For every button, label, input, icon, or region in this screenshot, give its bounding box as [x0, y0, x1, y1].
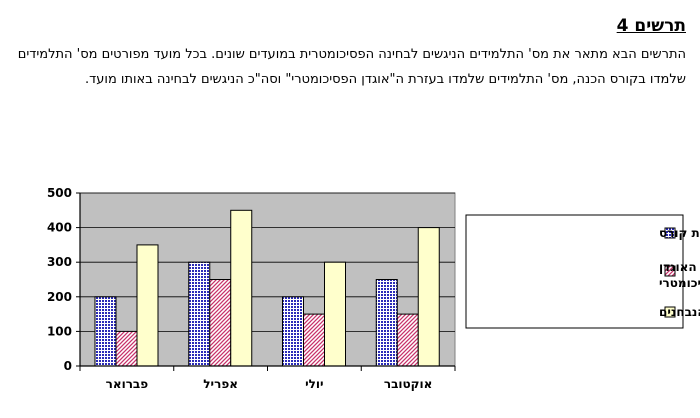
- x-tick-label: אוקטובר: [384, 377, 433, 391]
- intro-paragraph: התרשים הבא מתאר את מס' התלמידים הניגשים …: [17, 47, 686, 87]
- x-tick-label: יולי: [305, 377, 323, 391]
- bar: [115, 330, 138, 367]
- legend: [465, 214, 684, 329]
- legend-label: סה"כ הנבחנים: [659, 305, 700, 319]
- legend-swatch: [664, 306, 676, 318]
- bar: [94, 296, 117, 367]
- y-tick-label: 500: [47, 186, 72, 200]
- bar: [188, 261, 211, 367]
- y-tick-label: 300: [47, 255, 72, 269]
- legend-label: הכנה באמצעות האוגדןהפסיכומטרי: [659, 260, 700, 290]
- bar: [324, 261, 346, 367]
- bar: [136, 244, 159, 367]
- legend-label: הכנה באמצעות קורס: [659, 226, 700, 240]
- bar: [282, 296, 304, 367]
- y-tick-label: 400: [47, 221, 72, 235]
- page-title: תרשים 4: [616, 16, 686, 36]
- bar: [303, 313, 325, 367]
- y-tick-label: 200: [47, 290, 72, 304]
- bar: [396, 313, 419, 367]
- legend-swatch: [664, 265, 676, 277]
- y-tick-label: 100: [47, 324, 72, 338]
- legend-swatch: [664, 227, 676, 239]
- x-tick-label: אפריל: [203, 377, 238, 391]
- bar: [417, 227, 440, 367]
- bar: [375, 279, 398, 367]
- x-tick-label: פברואר: [106, 377, 149, 391]
- bar: [230, 209, 253, 367]
- y-tick-label: 0: [64, 359, 72, 373]
- bar: [209, 279, 232, 367]
